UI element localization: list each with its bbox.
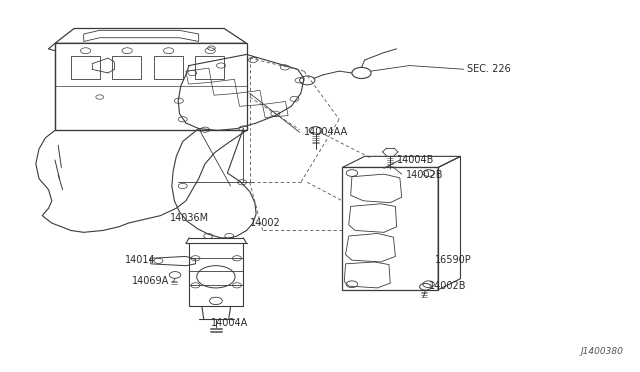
- Text: 14002B: 14002B: [406, 170, 444, 180]
- Text: 14069A: 14069A: [132, 276, 169, 285]
- Text: 14004A: 14004A: [211, 318, 249, 328]
- Text: 16590P: 16590P: [435, 255, 472, 265]
- Text: J1400380: J1400380: [580, 347, 623, 356]
- Text: 14036M: 14036M: [170, 212, 209, 222]
- Text: 14004AA: 14004AA: [304, 127, 348, 137]
- Text: SEC. 226: SEC. 226: [467, 64, 511, 74]
- Text: 14004B: 14004B: [397, 155, 434, 165]
- Text: 14014: 14014: [125, 255, 156, 265]
- Text: 14002B: 14002B: [429, 281, 466, 291]
- Text: 14002: 14002: [250, 218, 280, 228]
